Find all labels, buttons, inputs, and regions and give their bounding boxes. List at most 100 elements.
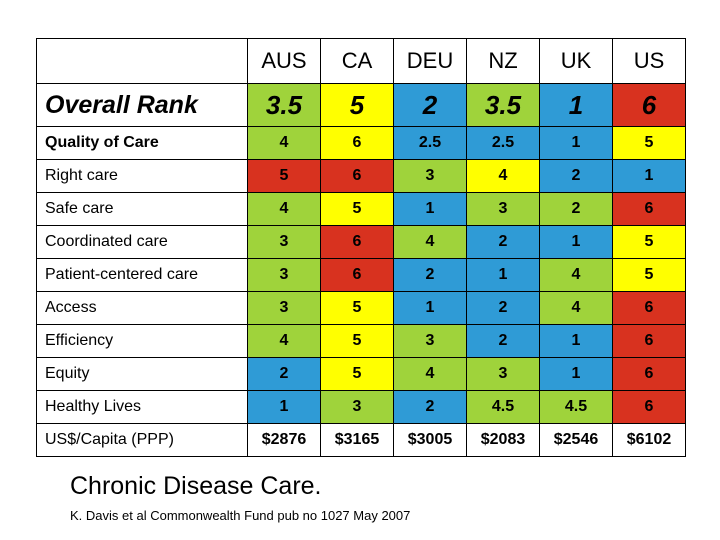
row-label: Efficiency	[36, 324, 248, 358]
row-label: Right care	[36, 159, 248, 193]
header-row: AUS CA DEU NZ UK US	[36, 38, 686, 84]
rank-cell: 5	[320, 324, 394, 358]
rank-cell: 4	[393, 357, 467, 391]
rank-cell: 4.5	[466, 390, 540, 424]
rank-cell: 2	[393, 390, 467, 424]
rank-cell: 3	[393, 159, 467, 193]
rank-cell: 5	[612, 258, 686, 292]
country-header-deu: DEU	[393, 38, 467, 84]
rank-cell: 4	[466, 159, 540, 193]
source-citation: K. Davis et al Commonwealth Fund pub no …	[70, 508, 411, 523]
rank-cell: 5	[320, 192, 394, 226]
rank-cell: 5	[247, 159, 321, 193]
rank-cell: 1	[539, 324, 613, 358]
rank-cell: 3	[247, 291, 321, 325]
rank-cell: 3	[393, 324, 467, 358]
row-label: Equity	[36, 357, 248, 391]
rank-cell: 6	[612, 324, 686, 358]
row-label: Coordinated care	[36, 225, 248, 259]
table-row: Efficiency 4 5 3 2 1 6	[36, 324, 686, 358]
rank-cell: 2	[393, 258, 467, 292]
rank-cell: 2	[539, 192, 613, 226]
rank-cell: 6	[320, 159, 394, 193]
rank-cell: 3	[466, 357, 540, 391]
rank-cell: 6	[320, 258, 394, 292]
rank-cell: 2	[466, 225, 540, 259]
rank-cell: 6	[612, 291, 686, 325]
row-label: Quality of Care	[36, 126, 248, 160]
rank-cell: 3.5	[466, 83, 540, 127]
slide-title: Chronic Disease Care.	[70, 472, 322, 500]
rank-cell: 5	[320, 357, 394, 391]
rank-cell: 1	[466, 258, 540, 292]
rank-cell: 6	[612, 192, 686, 226]
rank-cell: 4	[539, 258, 613, 292]
rank-cell: 1	[393, 291, 467, 325]
rank-cell: 1	[612, 159, 686, 193]
rank-cell: 6	[320, 126, 394, 160]
rank-cell: 2	[466, 291, 540, 325]
rank-cell: 5	[612, 126, 686, 160]
overall-rank-row: Overall Rank 3.5 5 2 3.5 1 6	[36, 83, 686, 127]
table-row: Access 3 5 1 2 4 6	[36, 291, 686, 325]
rank-cell: 4	[247, 324, 321, 358]
rank-cell: 1	[539, 357, 613, 391]
cost-cell: $2876	[247, 423, 321, 457]
rank-cell: 6	[612, 357, 686, 391]
rank-cell: 2	[393, 83, 467, 127]
rank-cell: 6	[320, 225, 394, 259]
table-row: Equity 2 5 4 3 1 6	[36, 357, 686, 391]
table-row: Quality of Care 4 6 2.5 2.5 1 5	[36, 126, 686, 160]
rank-cell: 2	[539, 159, 613, 193]
rank-cell: 6	[612, 83, 686, 127]
rank-cell: 2	[466, 324, 540, 358]
rank-cell: 5	[320, 83, 394, 127]
rank-cell: 3.5	[247, 83, 321, 127]
rank-cell: 5	[612, 225, 686, 259]
row-label: Healthy Lives	[36, 390, 248, 424]
rank-cell: 1	[539, 225, 613, 259]
country-header-uk: UK	[539, 38, 613, 84]
table-row: Right care 5 6 3 4 2 1	[36, 159, 686, 193]
rank-cell: 3	[247, 258, 321, 292]
rank-cell: 3	[247, 225, 321, 259]
table-row: Safe care 4 5 1 3 2 6	[36, 192, 686, 226]
row-label: Overall Rank	[36, 83, 248, 127]
row-label: Patient-centered care	[36, 258, 248, 292]
row-label: US$/Capita (PPP)	[36, 423, 248, 457]
country-header-nz: NZ	[466, 38, 540, 84]
rank-cell: 2.5	[466, 126, 540, 160]
cost-per-capita-row: US$/Capita (PPP) $2876 $3165 $3005 $2083 $254…	[36, 423, 686, 457]
rank-cell: 2.5	[393, 126, 467, 160]
cost-cell: $3165	[320, 423, 394, 457]
rank-cell: 3	[466, 192, 540, 226]
rank-cell: 2	[247, 357, 321, 391]
rank-cell: 1	[539, 83, 613, 127]
cost-cell: $3005	[393, 423, 467, 457]
country-header-us: US	[612, 38, 686, 84]
cost-cell: $2083	[466, 423, 540, 457]
rank-cell: 4	[247, 126, 321, 160]
country-header-ca: CA	[320, 38, 394, 84]
rank-cell: 6	[612, 390, 686, 424]
country-header-aus: AUS	[247, 38, 321, 84]
cost-cell: $6102	[612, 423, 686, 457]
table-row: Coordinated care 3 6 4 2 1 5	[36, 225, 686, 259]
rank-cell: 4	[247, 192, 321, 226]
rank-cell: 4	[393, 225, 467, 259]
cost-cell: $2546	[539, 423, 613, 457]
row-label: Safe care	[36, 192, 248, 226]
rank-cell: 5	[320, 291, 394, 325]
rank-cell: 1	[247, 390, 321, 424]
table-row: Patient-centered care 3 6 2 1 4 5	[36, 258, 686, 292]
table-row: Healthy Lives 1 3 2 4.5 4.5 6	[36, 390, 686, 424]
rank-cell: 4.5	[539, 390, 613, 424]
health-ranking-table: AUS CA DEU NZ UK US Overall Rank 3.5 5 2 3.5 1 6 Qual…	[36, 38, 686, 457]
row-label: Access	[36, 291, 248, 325]
rank-cell: 1	[393, 192, 467, 226]
corner-cell	[36, 38, 248, 84]
rank-cell: 3	[320, 390, 394, 424]
rank-cell: 1	[539, 126, 613, 160]
rank-cell: 4	[539, 291, 613, 325]
